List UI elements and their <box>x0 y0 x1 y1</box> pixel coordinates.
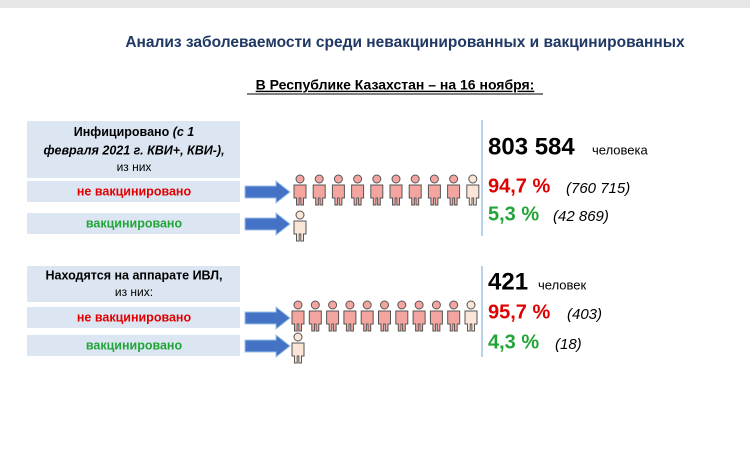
label-text: из них: <box>115 285 153 299</box>
unit: человека <box>592 142 648 157</box>
row-box <box>27 213 240 234</box>
label-text: Инфицировано <box>74 125 170 139</box>
total: 803 584 <box>488 133 575 160</box>
label-text: (с 1 <box>173 125 195 139</box>
row-box <box>27 181 240 202</box>
title: Анализ заболеваемости среди невакциниров… <box>125 34 685 51</box>
arrow <box>244 211 291 237</box>
arrow <box>244 333 291 359</box>
label-box <box>27 266 240 302</box>
row-label: не вакцинировано <box>77 310 192 324</box>
count: (760 715) <box>566 180 630 197</box>
percent: 5,3 % <box>488 203 539 225</box>
row-box <box>27 307 240 328</box>
icons <box>244 174 480 364</box>
card <box>10 22 750 449</box>
row-label: не вакцинировано <box>77 184 192 198</box>
label-box <box>27 121 240 178</box>
percent: 95,7 % <box>488 301 550 323</box>
arrow <box>244 305 291 331</box>
label-text: Находятся на аппарате ИВЛ, <box>45 268 222 282</box>
row-box <box>27 335 240 356</box>
count: (403) <box>567 306 602 323</box>
arrow <box>244 179 291 205</box>
count: (42 869) <box>553 208 609 225</box>
unit: человек <box>538 277 587 292</box>
label-text: из них <box>117 160 152 174</box>
label-text: февраля 2021 г. КВИ+, КВИ-), <box>43 143 224 157</box>
top-bar <box>0 0 750 8</box>
row-label: вакцинировано <box>86 216 183 230</box>
subtitle: В Республике Казахстан – на 16 ноября: <box>256 77 535 93</box>
count: (18) <box>555 336 582 353</box>
label-line: Инфицировано (с 1 <box>74 125 195 139</box>
row-label: вакцинировано <box>86 338 183 352</box>
percent: 4,3 % <box>488 331 539 353</box>
percent: 94,7 % <box>488 175 550 197</box>
total: 421 <box>488 268 528 295</box>
